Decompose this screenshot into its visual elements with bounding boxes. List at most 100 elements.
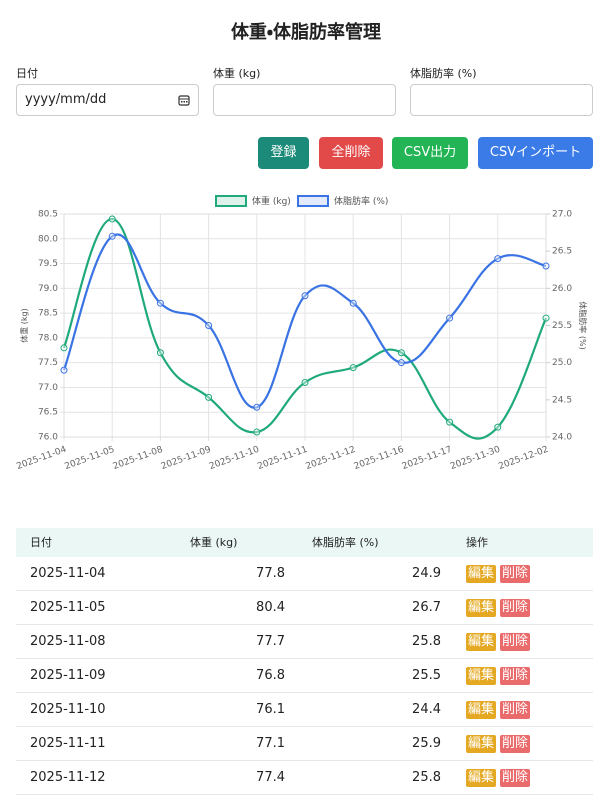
cell: 2025-11-11 [30, 736, 106, 751]
delete-button[interactable]: 削除 [500, 667, 531, 685]
legend-label: 体脂肪率 (%) [334, 195, 388, 207]
x-tick-label: 2025-11-12 [305, 445, 358, 472]
y-tick-label: 80.5 [38, 210, 58, 220]
actions: 編集 削除 [466, 727, 534, 760]
edit-button[interactable]: 編集 [466, 667, 497, 685]
y2-tick-label: 24.5 [552, 395, 572, 405]
data-point [494, 423, 502, 431]
x-tick-label: 2025-11-17 [401, 445, 454, 472]
x-tick-label: 2025-11-11 [256, 445, 309, 472]
y2-tick-label: 25.5 [552, 321, 572, 331]
placeholder: yyyy/mm/dd [25, 92, 107, 107]
edit-button[interactable]: 編集 [466, 633, 497, 651]
y2-tick-label: 27.0 [552, 210, 572, 220]
delete-button[interactable]: 削除 [500, 599, 531, 617]
edit-button[interactable]: 編集 [466, 769, 497, 787]
table: 日付 体重 (kg) 体脂肪率 (%) 操作 2025-11-04 77.8 24.… [16, 528, 593, 795]
table-row: 2025-11-11 77.1 25.9 編集 削除 [16, 727, 593, 761]
x-tick-label: 2025-11-16 [353, 445, 406, 472]
actions: 編集 削除 [466, 557, 534, 590]
cell: 77.8 [256, 566, 285, 581]
delete-button[interactable]: 削除 [500, 565, 531, 583]
y-tick-label: 77.5 [38, 358, 58, 368]
calendar-icon[interactable] [178, 94, 190, 106]
data-point [349, 364, 357, 372]
data-point [205, 322, 213, 329]
y2-tick-label: 26.0 [552, 284, 572, 294]
cell: 25.8 [412, 634, 441, 649]
data-point [108, 232, 116, 240]
data-point [301, 378, 309, 386]
table-header: 日付 体重 (kg) 体脂肪率 (%) 操作 [16, 528, 593, 557]
y-tick-label: 79.5 [38, 259, 58, 269]
x-tick-label: 2025-11-30 [449, 445, 502, 472]
cell: 76.1 [256, 702, 285, 717]
data-point [542, 314, 550, 322]
cell: 76.8 [256, 668, 285, 683]
cell: 77.4 [256, 770, 285, 785]
edit-button[interactable]: 編集 [466, 735, 497, 753]
table-row: 2025-11-05 80.4 26.7 編集 削除 [16, 591, 593, 625]
cell: 2025-11-04 [30, 566, 106, 581]
edit-button[interactable]: 編集 [466, 599, 497, 617]
cell: 2025-11-09 [30, 668, 106, 683]
button[interactable]: CSVインポート [478, 137, 593, 169]
data-point [397, 349, 405, 357]
data-point [349, 299, 357, 307]
cell: 25.9 [412, 736, 441, 751]
button[interactable]: CSV出力 [392, 137, 468, 169]
legend-swatch [297, 195, 329, 207]
header-cell: 体脂肪率 (%) [312, 536, 379, 549]
data-point [542, 262, 550, 270]
x-tick-label: 2025-12-02 [497, 445, 550, 472]
cell: 24.4 [412, 702, 441, 717]
cell: 77.1 [256, 736, 285, 751]
data-point [397, 359, 405, 367]
y2-tick-label: 25.0 [552, 358, 572, 368]
button[interactable]: 全削除 [319, 137, 383, 169]
table-row: 2025-11-09 76.8 25.5 編集 削除 [16, 659, 593, 693]
data-point [253, 403, 261, 411]
table-row: 2025-11-12 77.4 25.8 編集 削除 [16, 761, 593, 795]
actions: 編集 削除 [466, 625, 534, 658]
y-tick-label: 78.5 [38, 309, 58, 319]
actions: 編集 削除 [466, 693, 534, 726]
x-tick-label: 2025-11-10 [208, 445, 261, 472]
x-tick-label: 2025-11-05 [64, 445, 117, 472]
y2-tick-label: 24.0 [552, 433, 572, 443]
cell: 2025-11-10 [30, 702, 106, 717]
y-tick-label: 80.0 [38, 234, 58, 244]
cell: 25.8 [412, 770, 441, 785]
fat-input[interactable] [410, 84, 593, 116]
y-tick-label: 77.0 [38, 383, 58, 393]
legend-label: 体重 (kg) [252, 195, 291, 207]
y2-tick-label: 26.5 [552, 247, 572, 257]
cell: 80.4 [256, 600, 285, 615]
y-axis-title: 体重 (kg) [19, 308, 29, 343]
table-row: 2025-11-10 76.1 24.4 編集 削除 [16, 693, 593, 727]
legend-swatch [215, 195, 247, 207]
edit-button[interactable]: 編集 [466, 701, 497, 719]
data-point [156, 349, 164, 357]
edit-button[interactable]: 編集 [466, 565, 497, 583]
delete-button[interactable]: 削除 [500, 735, 531, 753]
series-line [62, 233, 547, 409]
cell: 26.7 [412, 600, 441, 615]
delete-button[interactable]: 削除 [500, 701, 531, 719]
table-body: 2025-11-04 77.8 24.9 編集 削除 2025-11-05 80.4 26.7… [16, 557, 593, 795]
weight-input[interactable] [213, 84, 396, 116]
data-point [446, 418, 454, 426]
delete-button[interactable]: 削除 [500, 769, 531, 787]
x-tick-label: 2025-11-08 [112, 445, 165, 472]
cell: 24.9 [412, 566, 441, 581]
delete-button[interactable]: 削除 [500, 633, 531, 651]
field-label: 体重 (kg) [213, 67, 261, 80]
header-cell: 操作 [466, 536, 488, 549]
y2-axis-title: 体脂肪率 (%) [578, 301, 588, 349]
actions: 編集 削除 [466, 761, 534, 794]
field-label: 体脂肪率 (%) [410, 67, 477, 80]
button[interactable]: 登録 [258, 137, 309, 169]
date-input[interactable]: yyyy/mm/dd [16, 84, 199, 116]
